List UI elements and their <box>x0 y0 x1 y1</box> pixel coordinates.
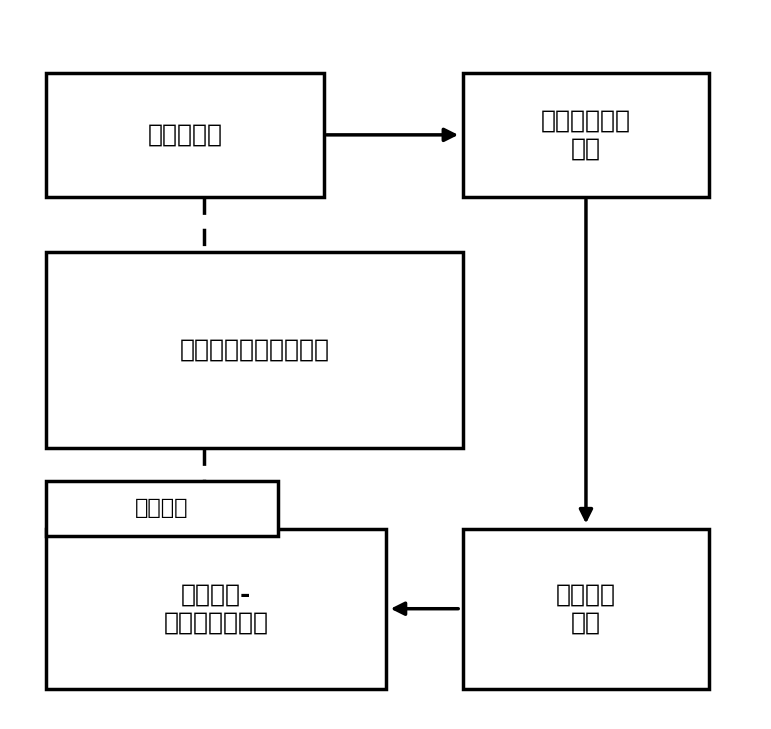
Text: 驱动控制
装置: 驱动控制 装置 <box>556 582 616 635</box>
FancyBboxPatch shape <box>463 529 709 689</box>
Text: 图像分析处理
系统: 图像分析处理 系统 <box>541 109 631 161</box>
Text: 荧光显微成像光学系统: 荧光显微成像光学系统 <box>180 338 329 362</box>
Text: 成像探测器: 成像探测器 <box>147 123 223 147</box>
FancyBboxPatch shape <box>46 529 386 689</box>
FancyBboxPatch shape <box>46 73 324 197</box>
FancyBboxPatch shape <box>463 73 709 197</box>
FancyBboxPatch shape <box>46 252 463 448</box>
Text: 轴向位移-
二维俯仰调节台: 轴向位移- 二维俯仰调节台 <box>163 582 268 635</box>
Text: 荧光样本: 荧光样本 <box>135 499 189 518</box>
FancyBboxPatch shape <box>46 481 278 536</box>
